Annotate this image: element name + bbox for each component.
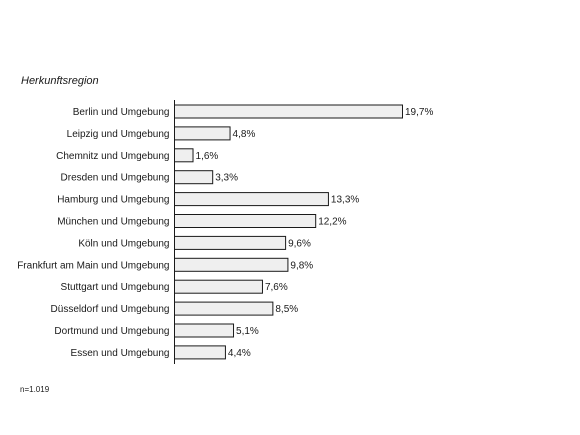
value-label: 1,6% bbox=[196, 151, 219, 162]
value-label: 3,3% bbox=[215, 173, 238, 184]
bar bbox=[174, 323, 235, 338]
value-label: 9,6% bbox=[288, 238, 311, 249]
value-label: 9,8% bbox=[290, 260, 313, 271]
category-label: Essen und Umgebung bbox=[71, 348, 170, 359]
category-label: Dortmund und Umgebung bbox=[54, 326, 169, 337]
category-label: Leipzig und Umgebung bbox=[67, 129, 170, 140]
bar bbox=[174, 279, 263, 294]
category-label: Köln und Umgebung bbox=[78, 238, 169, 249]
sample-size-note: n=1.019 bbox=[20, 385, 50, 394]
bar bbox=[174, 214, 317, 228]
value-label: 12,2% bbox=[318, 217, 346, 228]
category-label: Stuttgart und Umgebung bbox=[61, 282, 170, 293]
bar bbox=[174, 104, 403, 119]
category-label: Hamburg und Umgebung bbox=[57, 195, 169, 206]
chart-title: Herkunftsregion bbox=[21, 75, 99, 87]
value-label: 13,3% bbox=[331, 195, 359, 206]
bar bbox=[174, 235, 287, 250]
bar bbox=[174, 257, 289, 272]
category-label: München und Umgebung bbox=[57, 217, 169, 228]
bar bbox=[174, 126, 231, 141]
value-label: 4,8% bbox=[233, 129, 256, 140]
bar bbox=[174, 170, 214, 185]
category-label: Düsseldorf und Umgebung bbox=[51, 304, 170, 315]
category-label: Frankfurt am Main und Umgebung bbox=[17, 260, 169, 271]
bar bbox=[174, 192, 329, 207]
category-label: Chemnitz und Umgebung bbox=[56, 151, 169, 162]
bars-layer: Berlin und Umgebung 19,7% Leipzig und Umge… bbox=[17, 104, 433, 360]
bar bbox=[174, 301, 274, 316]
category-label: Dresden und Umgebung bbox=[61, 173, 170, 184]
value-label: 7,6% bbox=[265, 282, 288, 293]
value-label: 8,5% bbox=[275, 304, 298, 315]
value-label: 5,1% bbox=[236, 326, 259, 337]
category-label: Berlin und Umgebung bbox=[73, 107, 170, 118]
value-label: 4,4% bbox=[228, 348, 251, 359]
value-label: 19,7% bbox=[405, 107, 433, 118]
bar bbox=[174, 148, 194, 163]
bar bbox=[174, 345, 226, 360]
